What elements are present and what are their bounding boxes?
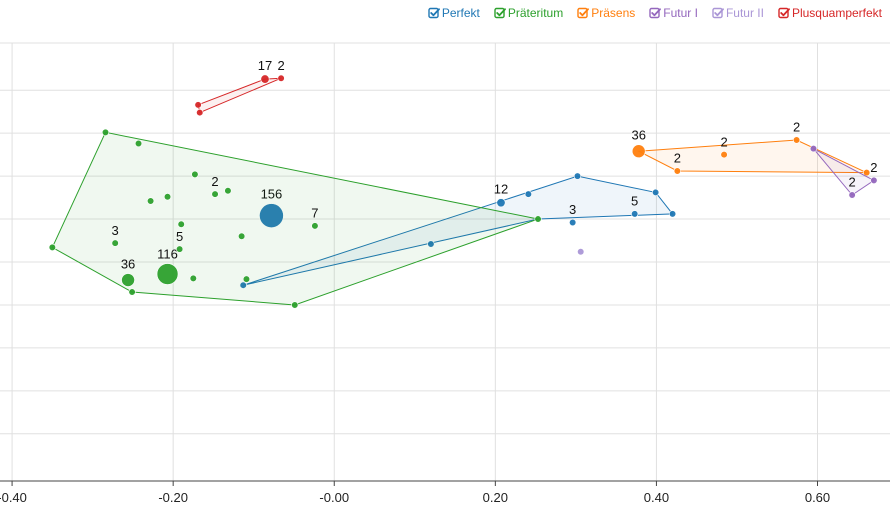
data-point bbox=[863, 169, 871, 177]
data-label: 3 bbox=[112, 223, 119, 238]
data-point bbox=[427, 240, 435, 248]
data-label: 2 bbox=[277, 58, 284, 73]
legend-item-futur-ii[interactable]: Futur II bbox=[712, 6, 764, 20]
data-label: 5 bbox=[176, 229, 183, 244]
data-label: 3 bbox=[569, 202, 576, 217]
x-tick-label: -0.40 bbox=[0, 490, 27, 505]
data-label: 2 bbox=[793, 120, 800, 135]
x-tick-labels: -0.40 -0.20 -0.00 0.20 0.40 0.60 bbox=[0, 481, 830, 505]
data-point bbox=[631, 210, 639, 218]
checkbox-checked-icon bbox=[577, 7, 590, 19]
series-plusquamperfekt: 17 2 bbox=[194, 58, 285, 117]
data-label: 36 bbox=[121, 257, 135, 272]
data-point bbox=[211, 190, 219, 198]
data-point bbox=[792, 136, 801, 144]
series-präsens: 36 2 2 2 bbox=[631, 120, 871, 177]
data-point bbox=[176, 245, 184, 253]
data-point bbox=[134, 139, 143, 148]
data-point bbox=[128, 288, 136, 296]
legend-label: Perfekt bbox=[441, 6, 480, 20]
series-präteritum: 116 36 3 5 2 7 bbox=[48, 128, 542, 309]
data-point bbox=[496, 198, 506, 208]
data-label: 12 bbox=[494, 182, 508, 197]
data-label: 2 bbox=[720, 134, 727, 149]
legend-label: Präteritum bbox=[507, 6, 564, 20]
data-point bbox=[147, 197, 155, 205]
series-hull bbox=[243, 175, 674, 286]
data-point bbox=[848, 191, 856, 199]
data-point bbox=[194, 101, 202, 109]
data-point bbox=[224, 187, 232, 195]
data-point bbox=[311, 222, 319, 230]
data-point bbox=[259, 203, 284, 228]
data-point bbox=[177, 220, 185, 228]
series-futur-ii bbox=[577, 248, 585, 256]
data-point bbox=[156, 263, 179, 285]
data-label: 116 bbox=[157, 247, 178, 262]
series-perfekt: 156 12 3 5 bbox=[239, 172, 677, 289]
data-point bbox=[196, 108, 204, 117]
data-point bbox=[652, 188, 660, 197]
data-point bbox=[534, 215, 542, 223]
data-label: 2 bbox=[674, 151, 681, 166]
data-point bbox=[238, 232, 246, 240]
data-point bbox=[189, 274, 197, 282]
checkbox-checked-icon bbox=[649, 7, 662, 19]
legend-item-perfekt[interactable]: Perfekt bbox=[428, 6, 480, 20]
checkbox-checked-icon bbox=[428, 7, 440, 19]
data-point bbox=[577, 248, 585, 256]
data-point bbox=[101, 128, 110, 136]
series-hull bbox=[813, 148, 875, 196]
legend-item-präteritum[interactable]: Präteritum bbox=[494, 6, 563, 20]
grid-lines bbox=[0, 42, 890, 482]
legend-item-futur-i[interactable]: Futur I bbox=[649, 6, 698, 20]
data-point bbox=[569, 218, 577, 227]
data-point bbox=[631, 144, 646, 159]
checkbox-checked-icon bbox=[778, 7, 790, 19]
data-label: 36 bbox=[631, 128, 645, 143]
chart-legend: Perfekt Präteritum Präsens Futur I Futur II P… bbox=[428, 6, 882, 20]
legend-label: Futur I bbox=[663, 6, 698, 20]
data-point bbox=[720, 151, 728, 159]
x-tick-label: -0.00 bbox=[319, 490, 349, 505]
legend-label: Futur II bbox=[725, 6, 764, 20]
checkbox-checked-icon bbox=[494, 7, 506, 19]
data-point bbox=[291, 301, 299, 309]
checkbox-checked-icon bbox=[712, 7, 724, 19]
data-point bbox=[111, 239, 119, 247]
data-label: 2 bbox=[870, 160, 877, 175]
data-label: 2 bbox=[211, 174, 218, 189]
legend-item-präsens[interactable]: Präsens bbox=[577, 6, 635, 20]
data-label: 17 bbox=[258, 58, 272, 73]
x-tick-label: 0.20 bbox=[483, 490, 508, 505]
data-point bbox=[48, 243, 56, 251]
data-point bbox=[163, 193, 172, 201]
data-point bbox=[668, 210, 677, 218]
x-tick-label: 0.60 bbox=[805, 490, 830, 505]
series-hull bbox=[197, 77, 282, 114]
data-point bbox=[809, 145, 818, 153]
x-tick-label: 0.40 bbox=[644, 490, 669, 505]
data-point bbox=[191, 170, 199, 178]
series-futur-i: 22 bbox=[809, 145, 878, 199]
legend-item-plusquamperfekt[interactable]: Plusquamperfekt bbox=[778, 6, 882, 20]
data-point bbox=[121, 273, 135, 287]
data-point bbox=[870, 176, 878, 185]
data-point bbox=[242, 275, 251, 283]
data-point bbox=[573, 172, 582, 180]
legend-label: Plusquamperfekt bbox=[791, 6, 882, 20]
data-label: 156 bbox=[261, 187, 283, 202]
data-point bbox=[524, 190, 532, 198]
data-point bbox=[277, 74, 285, 82]
data-point bbox=[239, 281, 247, 289]
data-label: 2 bbox=[849, 175, 856, 190]
data-point bbox=[673, 167, 681, 175]
data-label: 7 bbox=[311, 206, 318, 221]
data-label: 5 bbox=[631, 194, 638, 209]
x-tick-label: -0.20 bbox=[158, 490, 188, 505]
series-hull bbox=[51, 131, 540, 306]
legend-label: Präsens bbox=[591, 6, 636, 20]
data-point bbox=[260, 74, 270, 84]
